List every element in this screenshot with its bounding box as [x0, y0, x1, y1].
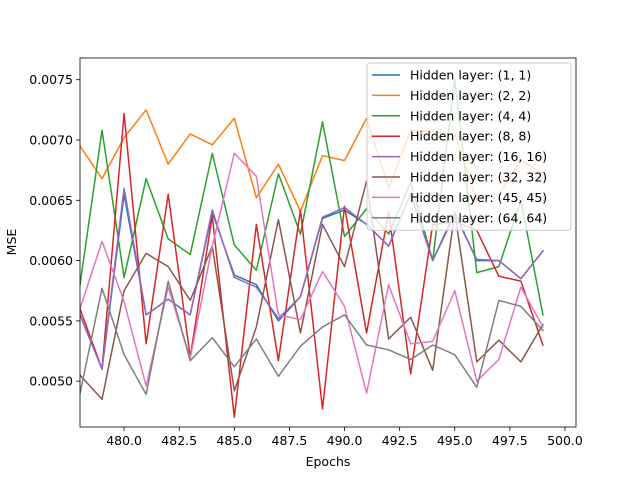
x-tick-label: 487.5: [272, 433, 308, 448]
legend: Hidden layer: (1, 1) Hidden layer: (2, 2)…: [366, 62, 572, 231]
legend-label: Hidden layer: (8, 8): [410, 129, 531, 144]
y-tick-label: 0.0075: [29, 72, 73, 87]
x-tick-label: 492.5: [382, 433, 418, 448]
series-layer: [80, 78, 544, 419]
legend-label: Hidden layer: (45, 45): [410, 190, 547, 205]
series-line-5: [80, 187, 544, 370]
series-line-8: [80, 280, 544, 396]
x-tick-label: 480.0: [106, 433, 142, 448]
legend-label: Hidden layer: (2, 2): [410, 88, 531, 103]
y-axis-title: MSE: [4, 229, 19, 256]
series-line-6: [80, 180, 544, 401]
x-tick-label: 485.0: [216, 433, 252, 448]
legend-label: Hidden layer: (32, 32): [410, 170, 547, 185]
x-axis-title: Epochs: [306, 454, 351, 469]
x-tick-label: 497.5: [492, 433, 528, 448]
y-tick-label: 0.0050: [29, 374, 73, 389]
x-tick-label: 495.0: [437, 433, 473, 448]
legend-label: Hidden layer: (4, 4): [410, 108, 531, 123]
y-tick-label: 0.0070: [29, 133, 73, 148]
x-tick-label: 490.0: [327, 433, 363, 448]
legend-box: [366, 62, 572, 231]
x-axis: 480.0 482.5 485.0 487.5 490.0 492.5 495.0 497.5…: [106, 427, 583, 448]
x-tick-label: 500.0: [547, 433, 583, 448]
plot-frame: [79, 57, 577, 428]
y-tick-label: 0.0055: [29, 313, 73, 328]
legend-label: Hidden layer: (1, 1): [410, 68, 531, 83]
y-tick-label: 0.0060: [29, 253, 73, 268]
y-tick-label: 0.0065: [29, 193, 73, 208]
legend-label: Hidden layer: (64, 64): [410, 210, 547, 225]
y-axis: 0.0050 0.0055 0.0060 0.0065 0.0070 0.0075: [29, 72, 80, 389]
legend-label: Hidden layer: (16, 16): [410, 149, 547, 164]
x-tick-label: 482.5: [161, 433, 197, 448]
